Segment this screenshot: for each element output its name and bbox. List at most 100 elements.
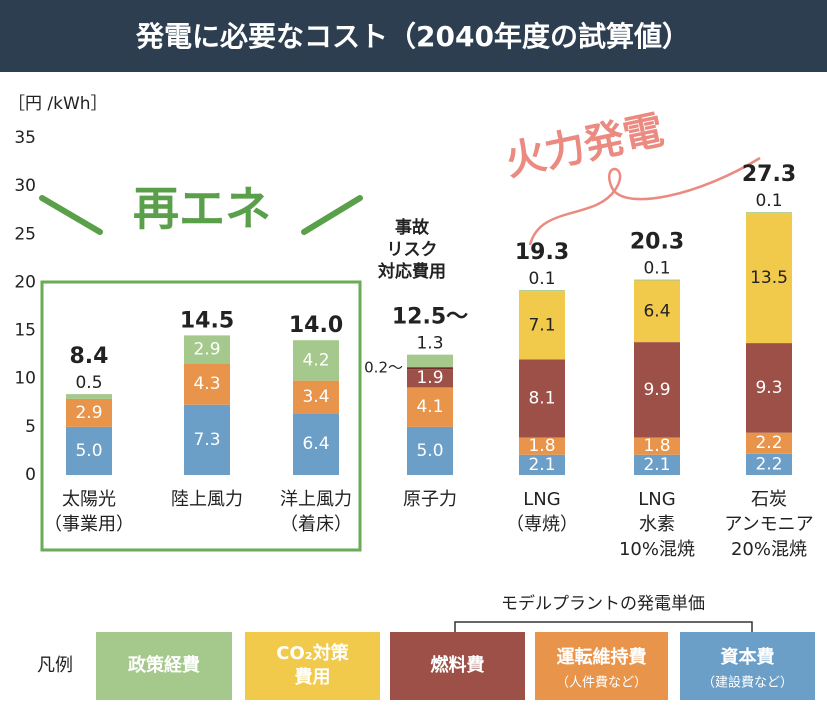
bar-segment	[634, 454, 680, 475]
legend-note: （建設費など）	[702, 675, 793, 691]
value-label: 6.4	[643, 301, 670, 321]
bar-segment	[634, 279, 680, 281]
bar-segment	[184, 363, 230, 405]
x-tick-label: 水素	[639, 514, 675, 535]
unit-label: ［円 /kWh］	[8, 94, 108, 114]
value-label: 9.9	[643, 380, 670, 400]
legend-label: 政策経費	[128, 654, 200, 676]
value-label: 13.5	[750, 268, 788, 288]
value-label: 7.1	[528, 315, 555, 335]
x-tick-label: LNG	[638, 489, 675, 510]
value-label: 2.9	[193, 339, 220, 359]
value-label: 2.1	[528, 455, 555, 475]
title-bar	[0, 0, 827, 72]
value-label: 0.1	[755, 191, 782, 211]
value-label: 8.1	[528, 388, 555, 408]
bar-segment	[184, 404, 230, 475]
bar-segment	[746, 432, 792, 454]
total-label: 14.5	[180, 308, 234, 333]
value-label: 1.8	[528, 436, 555, 456]
x-tick-label: LNG	[523, 489, 560, 510]
y-tick-label: 20	[14, 272, 36, 292]
y-tick-label: 15	[14, 321, 36, 341]
total-label: 14.0	[289, 313, 343, 338]
value-label: 4.1	[416, 397, 443, 417]
bar-segment	[184, 335, 230, 364]
x-tick-label: （専焼）	[506, 514, 578, 535]
value-label: 0.1	[528, 269, 555, 289]
value-label: 1.8	[643, 436, 670, 456]
renewable-strokes	[39, 195, 363, 235]
legend-title: 凡例	[37, 655, 73, 676]
bar-segment	[293, 413, 339, 475]
x-tick-label: 陸上風力	[171, 489, 243, 510]
y-tick-label: 30	[14, 176, 36, 196]
legend-label: 運転維持費	[557, 646, 647, 668]
annotation: リスク	[387, 240, 438, 260]
bar-segment	[746, 343, 792, 433]
legend-label: 費用	[295, 666, 331, 688]
x-tick-label: 石炭	[751, 489, 787, 510]
bar-segment	[407, 354, 453, 368]
value-label: 2.2	[755, 433, 782, 453]
value-label: 0.2〜	[364, 359, 403, 377]
thermal-label: 火力発電	[502, 107, 668, 185]
value-label: 9.3	[755, 378, 782, 398]
bar-segment	[66, 426, 112, 475]
total-label: 20.3	[630, 230, 684, 255]
value-label: 5.0	[75, 441, 102, 461]
value-label: 1.3	[416, 334, 443, 354]
bar-segment	[519, 359, 565, 438]
bar-segment	[293, 380, 339, 414]
chart-title: 発電に必要なコスト（2040年度の試算値）	[135, 20, 690, 53]
bar-segment	[519, 437, 565, 455]
x-tick-label: 原子力	[403, 489, 457, 510]
bar-segment	[746, 453, 792, 475]
value-label: 6.4	[302, 434, 329, 454]
x-tick-label: アンモニア	[724, 514, 813, 535]
legend-label: 資本費	[721, 646, 775, 668]
legend-bracket-label: モデルプラントの発電単価	[501, 593, 705, 614]
x-tick-label: 洋上風力	[280, 489, 352, 510]
x-tick-label: 太陽光	[62, 489, 116, 510]
thermal-curve	[528, 156, 761, 246]
value-label: 4.2	[302, 350, 329, 370]
bar-segment	[519, 454, 565, 475]
bar-segment	[66, 398, 112, 427]
legend-swatch	[535, 632, 668, 700]
bar-segment	[634, 342, 680, 438]
legend-note: （人件費など）	[556, 676, 647, 691]
y-tick-label: 35	[14, 128, 36, 148]
bar-segment	[634, 437, 680, 455]
bar-segment	[407, 367, 453, 370]
legend-label: CO₂対策	[276, 642, 349, 664]
value-label: 2.9	[75, 403, 102, 423]
x-tick-label: （事業用）	[44, 514, 134, 535]
legend-label: 燃料費	[431, 654, 485, 676]
bar-segment	[66, 394, 112, 399]
renewable-box	[40, 280, 362, 552]
legend-swatch	[96, 632, 232, 700]
bar-segment	[746, 213, 792, 344]
legend-swatch	[390, 632, 525, 700]
total-label: 12.5〜	[392, 305, 468, 330]
annotation: 事故	[395, 217, 430, 238]
value-label: 0.5	[75, 373, 102, 393]
value-label: 2.2	[755, 454, 782, 474]
bar-segment	[407, 369, 453, 388]
bar-segment	[746, 212, 792, 214]
total-label: 27.3	[742, 162, 796, 187]
value-label: 0.1	[643, 259, 670, 279]
value-label: 3.4	[302, 387, 329, 407]
x-tick-label: 10%混焼	[619, 539, 695, 560]
value-label: 7.3	[193, 430, 220, 450]
bar-segment	[634, 280, 680, 343]
total-label: 19.3	[515, 240, 569, 265]
legend-swatch	[680, 632, 815, 700]
legend-bracket	[454, 621, 753, 634]
bar-segment	[407, 387, 453, 427]
value-label: 2.1	[643, 455, 670, 475]
bar-segment	[407, 426, 453, 475]
x-tick-label: 20%混焼	[731, 539, 807, 560]
